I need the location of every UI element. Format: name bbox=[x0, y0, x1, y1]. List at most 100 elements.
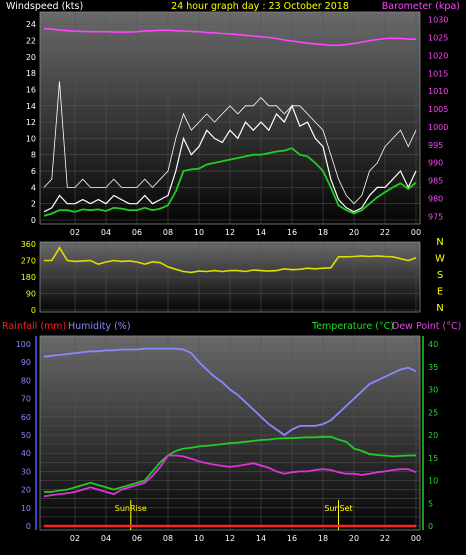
direction-tick-label: 90 bbox=[26, 290, 36, 299]
compass-label: S bbox=[437, 270, 443, 281]
temperature-tick-label: 40 bbox=[428, 340, 438, 349]
windspeed-tick-label: 18 bbox=[26, 69, 36, 78]
barometer-tick-label: 1010 bbox=[428, 87, 448, 96]
hour-tick-label: 12 bbox=[225, 228, 235, 237]
temp-gridlines bbox=[40, 336, 420, 530]
windspeed-tick-label: 12 bbox=[26, 118, 36, 127]
barometer-tick-label: 1015 bbox=[428, 69, 448, 78]
hour-tick-label: 06 bbox=[132, 534, 142, 543]
barometer-tick-label: 1000 bbox=[428, 123, 448, 132]
humidity-tick-label: 30 bbox=[21, 467, 31, 476]
hour-tick-label: 14 bbox=[256, 534, 266, 543]
windspeed-axis-label: Windspeed (kts) bbox=[6, 1, 83, 12]
windspeed-line bbox=[43, 104, 417, 213]
barometer-tick-label: 995 bbox=[428, 141, 443, 150]
temp-series bbox=[43, 347, 417, 528]
direction-tick-label: 180 bbox=[21, 273, 36, 282]
hour-tick-label: 10 bbox=[194, 534, 204, 543]
direction-series bbox=[44, 246, 417, 274]
barometer-axis-label: Barometer (kpa) bbox=[382, 1, 460, 12]
hour-tick-label: 02 bbox=[70, 534, 80, 543]
windspeed-tick-label: 6 bbox=[31, 167, 36, 176]
temperature-tick-label: 10 bbox=[428, 477, 438, 486]
hour-tick-label: 16 bbox=[287, 228, 297, 237]
windspeed-tick-label: 14 bbox=[26, 102, 36, 111]
hour-tick-label: 12 bbox=[225, 534, 235, 543]
temperature-tick-label: 20 bbox=[428, 431, 438, 440]
hour-tick-label: 10 bbox=[194, 228, 204, 237]
barometer-tick-label: 1005 bbox=[428, 105, 448, 114]
hour-tick-label: 00 bbox=[411, 228, 421, 237]
hour-tick-label: 04 bbox=[101, 228, 111, 237]
temperature-axis-label: Temperature (°C) bbox=[311, 321, 394, 332]
windspeed-tick-label: 16 bbox=[26, 85, 36, 94]
barometer-tick-label: 1030 bbox=[428, 16, 448, 25]
temperature-tick-label: 30 bbox=[428, 386, 438, 395]
direction-tick-label: 0 bbox=[31, 306, 36, 315]
windspeed-tick-label: 8 bbox=[31, 151, 36, 160]
direction-tick-label: 270 bbox=[21, 257, 36, 266]
hour-tick-label: 20 bbox=[349, 534, 359, 543]
hour-tick-label: 04 bbox=[101, 534, 111, 543]
temperature-tick-label: 0 bbox=[428, 522, 433, 531]
windspeed-tick-label: 24 bbox=[26, 20, 36, 29]
hour-tick-label: 06 bbox=[132, 228, 142, 237]
temperature-tick-label: 25 bbox=[428, 408, 438, 417]
barometer-tick-label: 990 bbox=[428, 159, 443, 168]
humidity-line bbox=[43, 347, 417, 437]
temperature-line bbox=[44, 435, 416, 493]
barometer-tick-label: 980 bbox=[428, 195, 443, 204]
graph-title: 24 hour graph day : 23 October 2018 bbox=[171, 1, 349, 12]
barometer-tick-label: 1020 bbox=[428, 51, 448, 60]
dewpoint-line bbox=[43, 454, 417, 498]
humidity-tick-label: 100 bbox=[16, 340, 31, 349]
humidity-tick-label: 60 bbox=[21, 413, 31, 422]
windspeed-tick-label: 0 bbox=[31, 216, 36, 225]
compass-label: N bbox=[436, 237, 443, 248]
temperature-ticks: 0 5 10 15 20 25 30 35 40 bbox=[428, 340, 438, 531]
windspeed-tick-label: 22 bbox=[26, 36, 36, 45]
hour-tick-label: 22 bbox=[380, 228, 390, 237]
windspeed-tick-label: 20 bbox=[26, 53, 36, 62]
windspeed-tick-label: 10 bbox=[26, 134, 36, 143]
wind-series bbox=[43, 27, 417, 217]
hour-tick-label: 22 bbox=[380, 534, 390, 543]
barometer-tick-label: 1025 bbox=[428, 33, 448, 42]
humidity-tick-label: 50 bbox=[21, 431, 31, 440]
hour-tick-label: 18 bbox=[318, 228, 328, 237]
barometer-tick-label: 985 bbox=[428, 177, 443, 186]
compass-label: N bbox=[436, 303, 443, 314]
wind-gridlines bbox=[40, 12, 420, 224]
sunset-label: SunSet bbox=[324, 504, 352, 513]
barometer-line bbox=[43, 27, 417, 47]
temperature-tick-label: 15 bbox=[428, 454, 438, 463]
humidity-tick-label: 0 bbox=[26, 522, 31, 531]
temperature-tick-label: 35 bbox=[428, 363, 438, 372]
hour-tick-label: 00 bbox=[411, 534, 421, 543]
hour-tick-label: 08 bbox=[163, 228, 173, 237]
rainfall-axis-label: Rainfall (mm) bbox=[2, 321, 66, 332]
humidity-axis-label: Humidity (%) bbox=[68, 321, 131, 332]
humidity-tick-label: 10 bbox=[21, 504, 31, 513]
direction-ticks: 0 90 180 270 360 bbox=[21, 240, 36, 315]
dewpoint-axis-label: Dew Point (°C) bbox=[392, 321, 461, 332]
wind-direction-line bbox=[44, 246, 417, 274]
humidity-tick-label: 20 bbox=[21, 486, 31, 495]
compass-label: W bbox=[435, 254, 445, 265]
temperature-tick-label: 5 bbox=[428, 499, 433, 508]
hour-tick-label: 14 bbox=[256, 228, 266, 237]
direction-tick-label: 360 bbox=[21, 240, 36, 249]
hour-tick-label: 02 bbox=[70, 228, 80, 237]
windspeed-tick-label: 4 bbox=[31, 183, 36, 192]
humidity-tick-label: 80 bbox=[21, 376, 31, 385]
temp-hour-ticks: 02 04 06 08 10 12 14 16 18 20 22 00 bbox=[70, 534, 421, 543]
hour-tick-label: 20 bbox=[349, 228, 359, 237]
hour-tick-label: 16 bbox=[287, 534, 297, 543]
barometer-ticks: 975 980 985 990 995 1000 1005 1010 1015 1020 1025 1… bbox=[428, 16, 448, 222]
compass-label: E bbox=[437, 287, 443, 298]
hour-tick-label: 18 bbox=[318, 534, 328, 543]
wind-hour-ticks: 02 04 06 08 10 12 14 16 18 20 22 00 bbox=[70, 228, 421, 237]
